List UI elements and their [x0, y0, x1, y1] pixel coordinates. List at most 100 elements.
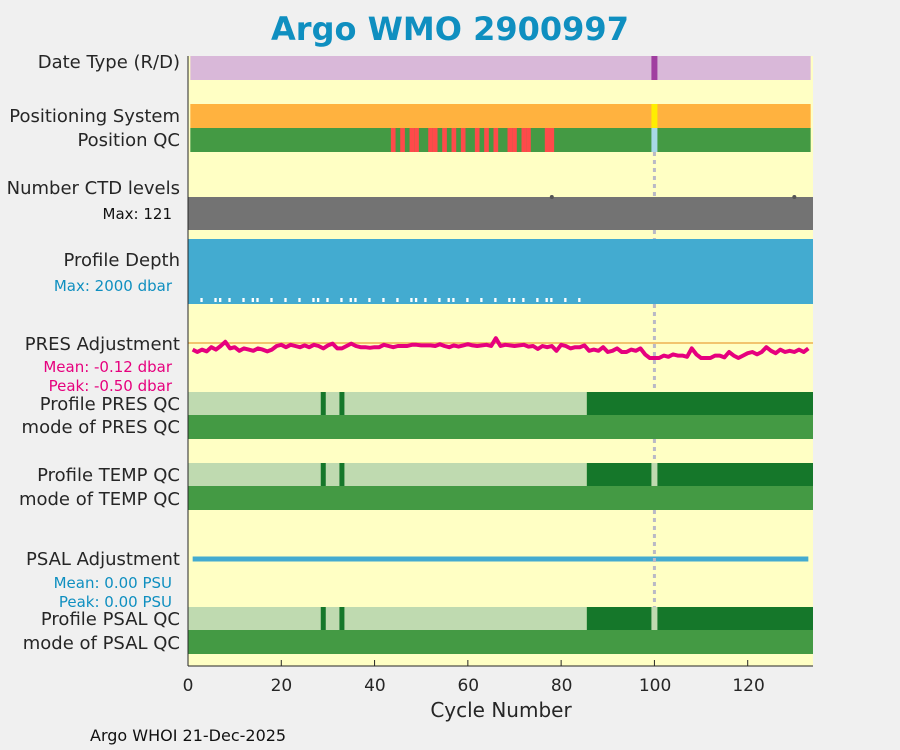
x-tick-label: 80 [550, 676, 573, 696]
profile-depth-gap [578, 298, 581, 302]
pres-profile-qc-dark [586, 392, 813, 415]
temp-profile-qc-cell [339, 463, 345, 486]
position-qc-bad-cell [432, 128, 438, 152]
label-mode-temp-qc: mode of TEMP QC [18, 489, 180, 510]
profile-depth-gap [214, 298, 217, 302]
label-number-ctd-levels: Number CTD levels [6, 178, 180, 199]
profile-depth-gap [480, 298, 483, 302]
profile-depth-gap [452, 298, 455, 302]
profile-depth-gap [368, 298, 371, 302]
profile-depth-gap [447, 298, 450, 302]
x-tick-label: 20 [270, 676, 293, 696]
position-qc-bar [190, 128, 811, 152]
ctd-level-dot [549, 195, 554, 199]
x-tick-label: 0 [182, 676, 194, 696]
label-mode-pres-qc: mode of PRES QC [21, 417, 180, 438]
profile-depth-gap [550, 298, 553, 302]
position-qc-bad-cell [460, 128, 466, 152]
psal-profile-qc-light [188, 607, 587, 630]
profile-depth-gap [438, 298, 441, 302]
profile-depth-gap [270, 298, 273, 302]
label-pres-mean: Mean: -0.12 dbar [43, 358, 172, 376]
plot-background [188, 56, 813, 666]
profile-depth-gap [354, 298, 357, 302]
label-position-qc: Position QC [77, 130, 180, 151]
x-tick-label: 60 [457, 676, 480, 696]
temp-profile-qc-marker [651, 463, 658, 486]
profile-depth-gap [219, 298, 222, 302]
ctd-levels-bar [188, 197, 813, 230]
profile-depth-gap [512, 298, 516, 302]
profile-depth-gap [536, 298, 539, 302]
label-depth-max: Max: 2000 dbar [53, 277, 172, 295]
profile-depth-gap [414, 298, 418, 302]
psal-profile-qc-marker [651, 607, 658, 630]
date-type-bar [190, 56, 811, 80]
chart-title: Argo WMO 2900997 [271, 10, 629, 48]
position-qc-bad-cell [474, 128, 480, 152]
profile-depth-gap [298, 298, 301, 302]
positioning-system-marker [651, 104, 658, 128]
temp-mode-qc-bar [188, 486, 813, 510]
psal-mode-qc-bar [188, 630, 813, 654]
label-psal-peak: Peak: 0.00 PSU [58, 593, 172, 611]
profile-depth-bar [188, 239, 813, 304]
footer-credit: Argo WHOI 21-Dec-2025 [90, 726, 287, 745]
profile-depth-gap [251, 298, 254, 302]
profile-depth-gap [256, 298, 259, 302]
position-qc-bad-cell [512, 128, 517, 152]
profile-depth-gap [564, 298, 567, 302]
label-profile-temp-qc: Profile TEMP QC [37, 465, 180, 486]
label-pres-peak: Peak: -0.50 dbar [48, 377, 172, 395]
label-psal-mean: Mean: 0.00 PSU [53, 574, 172, 592]
profile-depth-gap [242, 298, 245, 302]
profile-depth-gap [200, 298, 203, 302]
profile-depth-gap [326, 298, 329, 302]
label-ctd-max: Max: 121 [102, 205, 172, 223]
position-qc-marker [651, 128, 658, 152]
position-qc-bad-cell [428, 128, 433, 152]
x-tick-label: 40 [364, 676, 386, 696]
label-profile-pres-qc: Profile PRES QC [39, 394, 180, 415]
label-date-type: Date Type (R/D) [37, 52, 180, 73]
profile-depth-gap [284, 298, 287, 302]
date-type-marker [651, 56, 658, 80]
profile-depth-gap [466, 298, 469, 302]
pres-adjustment-line [191, 336, 810, 360]
position-qc-bad-cell [451, 128, 457, 152]
profile-depth-gap [228, 298, 231, 302]
position-qc-bad-cell [544, 128, 550, 152]
position-qc-bad-cell [549, 128, 555, 152]
label-psal-adjustment: PSAL Adjustment [25, 549, 180, 570]
position-qc-bad-cell [526, 128, 531, 152]
pres-profile-qc-cell [339, 392, 345, 415]
profile-depth-gap [340, 298, 343, 302]
profile-depth-gap [545, 298, 548, 302]
profile-depth-gap [424, 298, 427, 302]
profile-depth-gap [382, 298, 385, 302]
position-qc-bad-cell [507, 128, 513, 152]
profile-depth-gap [508, 298, 511, 302]
x-tick-label: 100 [638, 676, 672, 696]
positioning-system-bar [190, 104, 811, 128]
profile-depth-gap [312, 298, 315, 302]
temp-profile-qc-light [188, 463, 587, 486]
label-positioning-system: Positioning System [9, 106, 180, 127]
x-tick-label: 120 [732, 676, 765, 696]
position-qc-bad-cell [409, 128, 415, 152]
psal-profile-qc-cell [320, 607, 326, 630]
label-profile-psal-qc: Profile PSAL QC [40, 609, 180, 630]
pres-profile-qc-cell [320, 392, 326, 415]
profile-depth-gap [410, 298, 413, 302]
position-qc-bad-cell [400, 128, 405, 152]
x-axis-label: Cycle Number [430, 698, 572, 722]
label-pres-adjustment: PRES Adjustment [24, 334, 180, 355]
label-profile-depth: Profile Depth [63, 250, 180, 271]
profile-depth-gap [522, 298, 525, 302]
psal-profile-qc-dark [586, 607, 813, 630]
psal-profile-qc-cell [339, 607, 345, 630]
position-qc-bad-cell [390, 128, 396, 152]
position-qc-bad-cell [484, 128, 489, 152]
profile-depth-gap [494, 298, 497, 302]
